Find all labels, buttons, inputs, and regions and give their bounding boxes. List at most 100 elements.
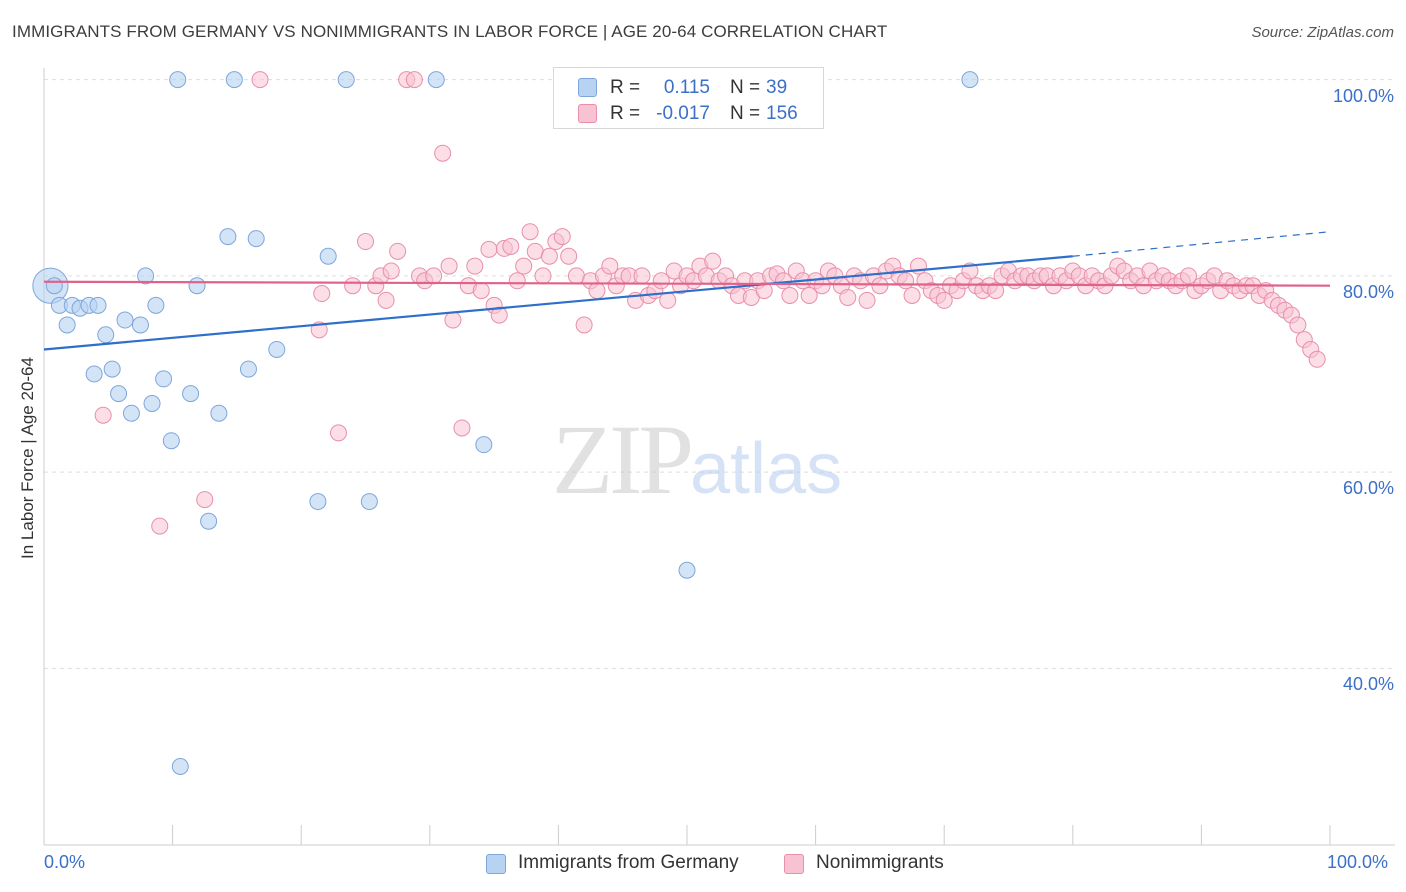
- nonimmigrant-point: [508, 272, 526, 290]
- legend-n-label: N =: [730, 77, 761, 98]
- legend-r-label: R =: [610, 77, 641, 98]
- nonimmigrant-point: [444, 311, 462, 329]
- nonimmigrant-point: [540, 247, 558, 265]
- nonimmigrant-point: [502, 237, 520, 255]
- nonimmigrants-trend-line: [43, 280, 1331, 287]
- nonimmigrant-point: [897, 272, 915, 290]
- immigrant-point: [247, 230, 265, 248]
- nonimmigrant-point: [472, 282, 490, 300]
- immigrant-point: [131, 316, 149, 334]
- immigrant-point: [97, 326, 115, 344]
- nonimmigrant-point: [903, 287, 921, 304]
- nonimmigrant-point: [1180, 267, 1198, 285]
- immigrant-point: [360, 493, 378, 511]
- trend-lines: [43, 231, 1331, 351]
- nonimmigrant-point: [553, 228, 571, 246]
- nonimmigrant-point: [839, 288, 857, 306]
- legend-row-immigrants: R = 0.115 N = 39: [554, 77, 823, 103]
- immigrant-point: [182, 385, 200, 403]
- immigrant-point: [155, 370, 173, 388]
- immigrant-point: [162, 432, 180, 450]
- immigrants-germany-points: [32, 71, 979, 775]
- immigrant-point: [110, 385, 128, 403]
- legend-swatch-blue: [578, 78, 597, 97]
- nonimmigrant-point: [800, 287, 818, 304]
- immigrant-point: [169, 71, 187, 89]
- nonimmigrant-point: [329, 424, 347, 442]
- immigrant-point: [89, 296, 107, 314]
- legend-n-label: N =: [730, 103, 761, 124]
- nonimmigrant-point: [425, 267, 443, 285]
- nonimmigrant-point: [858, 291, 876, 309]
- nonimmigrant-point: [633, 267, 651, 285]
- chart-title: IMMIGRANTS FROM GERMANY VS NONIMMIGRANTS…: [12, 22, 888, 41]
- legend-swatch-blue: [486, 854, 506, 874]
- nonimmigrant-point: [1289, 316, 1307, 334]
- nonimmigrant-point: [94, 406, 112, 424]
- nonimmigrant-point: [935, 291, 953, 309]
- nonimmigrant-point: [196, 491, 214, 509]
- immigrant-point: [116, 311, 134, 329]
- legend-r-value: -0.017: [656, 103, 710, 124]
- nonimmigrant-point: [251, 71, 269, 89]
- immigrant-point: [427, 71, 445, 89]
- nonimmigrant-point: [526, 242, 544, 260]
- watermark-atlas: atlas: [690, 429, 843, 509]
- y-axis-title: In Labor Force | Age 20-64: [18, 357, 37, 559]
- immigrants-trend-extension: [1072, 231, 1331, 257]
- immigrant-point: [188, 277, 206, 295]
- immigrant-point: [961, 71, 979, 89]
- nonimmigrant-point: [813, 277, 831, 295]
- nonimmigrant-point: [453, 419, 471, 437]
- immigrant-point: [219, 228, 237, 246]
- y-tick-label: 40.0%: [1342, 674, 1394, 695]
- nonimmigrant-point: [755, 282, 773, 300]
- nonimmigrant-point: [567, 267, 585, 285]
- nonimmigrant-point: [601, 257, 619, 275]
- nonimmigrant-point: [588, 282, 606, 300]
- nonimmigrant-point: [781, 287, 799, 304]
- nonimmigrant-point: [440, 257, 458, 275]
- nonimmigrant-point: [1308, 350, 1326, 368]
- watermark-zip: ZIP: [552, 404, 694, 515]
- immigrant-point: [58, 316, 76, 334]
- nonimmigrant-point: [405, 71, 423, 89]
- nonimmigrant-point: [659, 291, 677, 309]
- axes: [43, 68, 1395, 846]
- nonimmigrant-point: [652, 272, 670, 290]
- immigrant-point: [122, 404, 140, 422]
- immigrant-point: [85, 365, 103, 383]
- nonimmigrant-point: [704, 252, 722, 270]
- nonimmigrant-point: [382, 262, 400, 280]
- immigrant-point: [678, 561, 696, 579]
- nonimmigrant-point: [987, 282, 1005, 300]
- immigrant-point: [309, 493, 327, 511]
- legend-label: Nonimmigrants: [816, 852, 944, 873]
- nonimmigrant-point: [377, 291, 395, 309]
- watermark: ZIPatlas: [552, 402, 842, 517]
- y-tick-label: 80.0%: [1342, 281, 1394, 302]
- nonimmigrant-point: [344, 277, 362, 295]
- nonimmigrant-point: [575, 316, 593, 334]
- immigrant-point: [143, 394, 161, 412]
- immigrant-point: [225, 71, 243, 89]
- legend-r-value: 0.115: [663, 77, 710, 98]
- legend-swatch-pink: [784, 854, 804, 874]
- immigrants-trend-line: [43, 255, 1073, 351]
- nonimmigrant-point: [521, 223, 539, 241]
- immigrant-point: [45, 277, 63, 295]
- nonimmigrant-point: [480, 240, 498, 258]
- immigrant-point: [137, 267, 155, 285]
- correlation-legend: R = 0.115 N = 39 R = -0.017 N = 156: [553, 67, 824, 129]
- nonimmigrant-point: [534, 267, 552, 285]
- nonimmigrant-point: [560, 247, 578, 265]
- immigrant-point: [239, 360, 257, 378]
- immigrant-point: [171, 758, 189, 775]
- legend-label: Immigrants from Germany: [518, 852, 739, 873]
- legend-row-nonimmigrants: R = -0.017 N = 156: [554, 103, 823, 129]
- nonimmigrant-point: [515, 257, 533, 275]
- x-tick-label-max: 100.0%: [1327, 852, 1389, 872]
- nonimmigrant-point: [151, 517, 169, 535]
- nonimmigrant-point: [871, 277, 889, 295]
- legend-r-label: R =: [610, 103, 641, 124]
